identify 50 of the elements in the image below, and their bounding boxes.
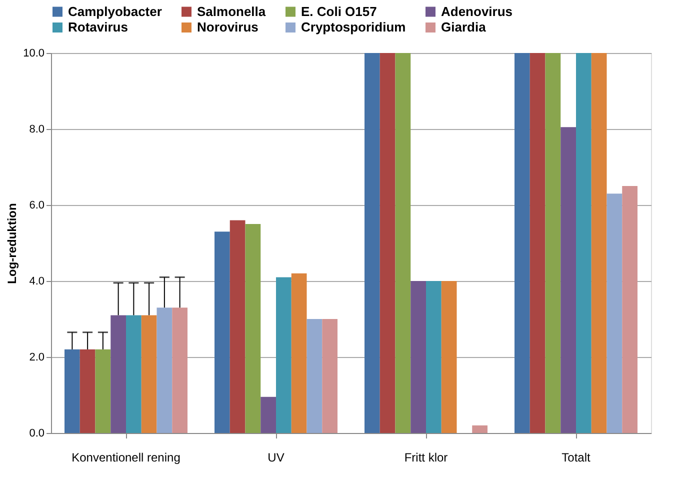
y-tick-label: 6.0 bbox=[29, 200, 44, 212]
legend-label: Camplyobacter bbox=[68, 4, 162, 19]
bar bbox=[80, 349, 96, 433]
bar bbox=[126, 315, 142, 433]
y-tick-label: 8.0 bbox=[29, 124, 44, 136]
bar bbox=[472, 425, 488, 433]
bar bbox=[622, 186, 638, 433]
bar bbox=[514, 53, 530, 433]
y-tick-label: 10.0 bbox=[23, 48, 44, 60]
bar bbox=[591, 53, 607, 433]
bar bbox=[172, 308, 188, 433]
legend-label: Giardia bbox=[441, 20, 487, 34]
legend-label: Norovirus bbox=[197, 20, 258, 34]
legend-label: Cryptosporidium bbox=[301, 20, 406, 34]
bar bbox=[260, 396, 276, 433]
x-tick-label: UV bbox=[268, 450, 284, 464]
bar bbox=[380, 53, 396, 433]
legend-label: Salmonella bbox=[197, 4, 266, 19]
bar bbox=[230, 220, 246, 433]
bar bbox=[395, 53, 411, 433]
x-tick-label: Totalt bbox=[562, 450, 592, 464]
legend-label: Adenovirus bbox=[441, 4, 513, 19]
legend-label: E. Coli O157 bbox=[301, 4, 377, 19]
bar bbox=[410, 281, 426, 433]
bar bbox=[214, 232, 230, 433]
bar bbox=[560, 127, 576, 433]
bar bbox=[291, 273, 307, 433]
x-tick-label: Fritt klor bbox=[404, 450, 448, 464]
x-tick-label: Konventionell rening bbox=[72, 450, 180, 464]
bar bbox=[606, 194, 622, 433]
y-tick-label: 0.0 bbox=[29, 428, 44, 440]
bar bbox=[156, 308, 172, 433]
bar bbox=[530, 53, 546, 433]
y-axis-title: Log-reduktion bbox=[5, 203, 20, 284]
bar bbox=[545, 53, 561, 433]
bar bbox=[276, 277, 292, 433]
bar bbox=[576, 53, 592, 433]
bar bbox=[322, 319, 338, 433]
bar bbox=[441, 281, 457, 433]
bar bbox=[245, 224, 261, 433]
bar bbox=[141, 315, 157, 433]
bar bbox=[110, 315, 126, 433]
bar bbox=[426, 281, 442, 433]
bar bbox=[306, 319, 322, 433]
bar bbox=[95, 349, 111, 433]
legend-label: Rotavirus bbox=[68, 20, 128, 34]
bar bbox=[64, 349, 80, 433]
y-tick-label: 4.0 bbox=[29, 276, 44, 288]
bar bbox=[364, 53, 380, 433]
y-tick-label: 2.0 bbox=[29, 352, 44, 364]
